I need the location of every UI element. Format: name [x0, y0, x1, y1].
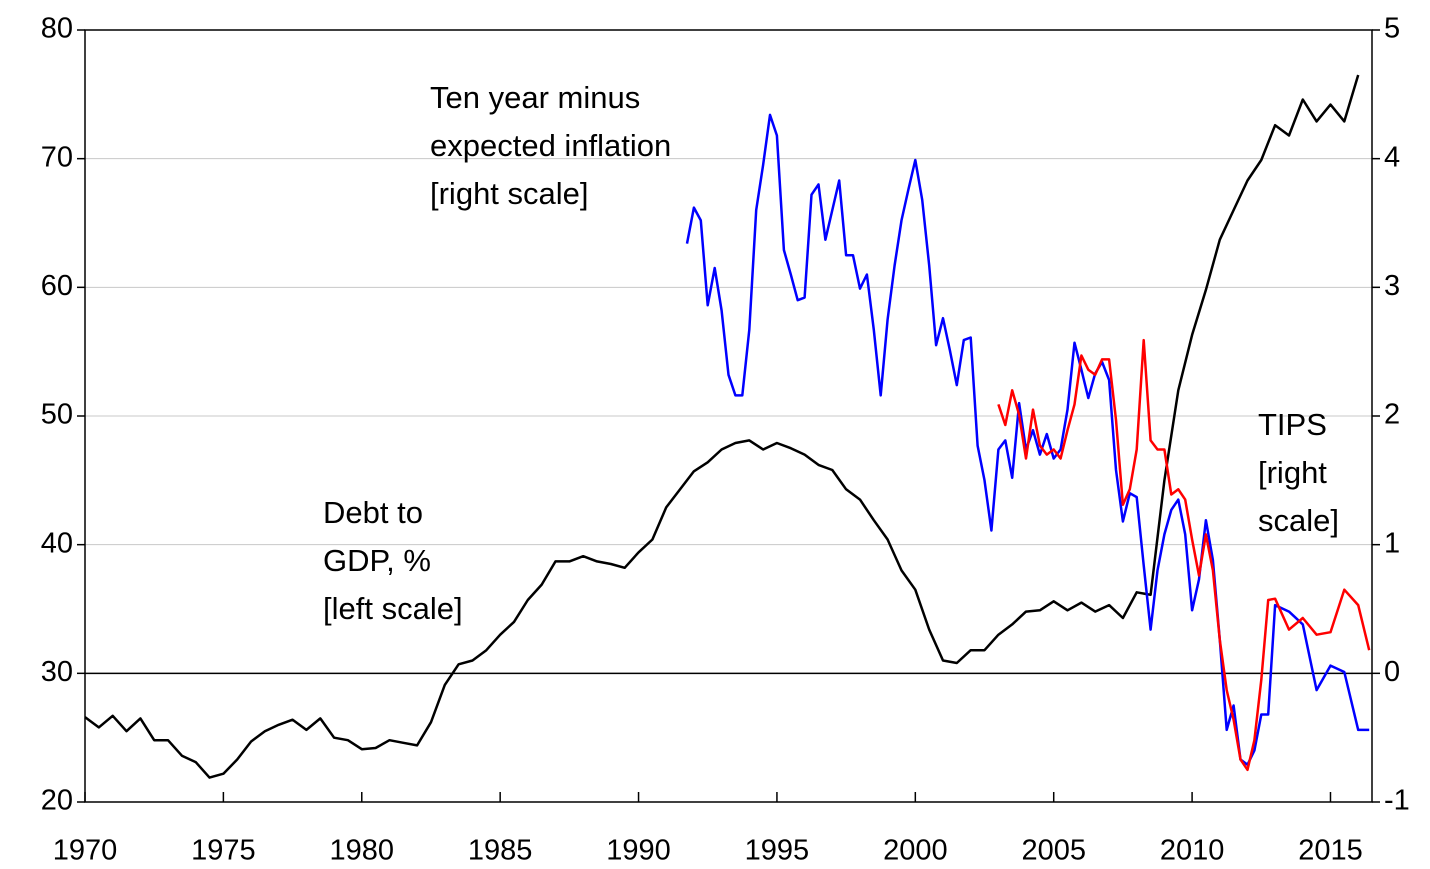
x-tick-label: 1995: [745, 835, 810, 867]
y-tick-label: 40: [41, 527, 73, 559]
x-tick-label: 2015: [1298, 835, 1363, 867]
y2-tick-label: -1: [1384, 785, 1410, 817]
y-tick-label: 30: [41, 656, 73, 688]
x-tick-label: 1990: [606, 835, 671, 867]
y2-tick-label: 1: [1384, 527, 1400, 559]
y-tick-label: 20: [41, 785, 73, 817]
annotation: [left scale]: [323, 591, 463, 626]
y2-tick-label: 4: [1384, 141, 1400, 173]
series-line: [997, 338, 1371, 772]
annotation: Ten year minus: [430, 80, 640, 115]
x-tick-label: 2010: [1160, 835, 1225, 867]
x-tick-label: 1985: [468, 835, 533, 867]
series-line: [84, 74, 1360, 779]
y-tick-label: 70: [41, 141, 73, 173]
annotation: GDP, %: [323, 543, 431, 578]
x-tick-label: 1980: [330, 835, 395, 867]
y-tick-label: 50: [41, 399, 73, 431]
x-tick-label: 1970: [53, 835, 118, 867]
x-tick-label: 2005: [1021, 835, 1086, 867]
x-tick-label: 1975: [191, 835, 256, 867]
plot-frame: [84, 29, 1373, 803]
annotation: [right: [1258, 455, 1327, 490]
x-tick-label: 2000: [883, 835, 948, 867]
annotation: TIPS: [1258, 407, 1327, 442]
y-tick-label: 60: [41, 270, 73, 302]
y2-tick-label: 2: [1384, 399, 1400, 431]
annotation: [right scale]: [430, 176, 589, 211]
annotation: expected inflation: [430, 128, 671, 163]
y2-tick-label: 0: [1384, 656, 1400, 688]
y2-tick-label: 3: [1384, 270, 1400, 302]
annotation: Debt to: [323, 495, 423, 530]
y-tick-label: 80: [41, 13, 73, 45]
y2-tick-label: 5: [1384, 13, 1400, 45]
annotation: scale]: [1258, 503, 1339, 538]
